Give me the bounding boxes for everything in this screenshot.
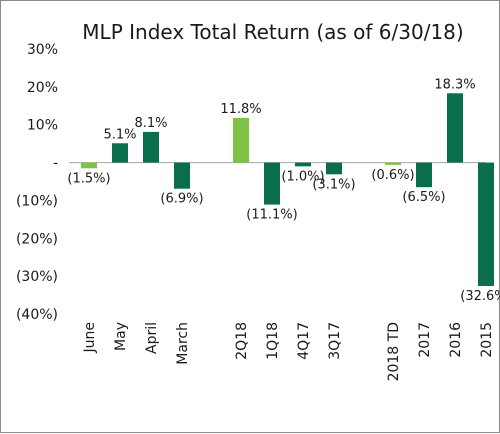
- data-label: 11.8%: [220, 102, 261, 117]
- data-label: (6.5%): [402, 190, 445, 205]
- category-label: 2018 TD: [386, 322, 402, 381]
- y-axis-ticks: 30% 20% 10% - (10%) (20%) (30%) (40%): [16, 42, 58, 323]
- data-label: (1.0%): [281, 169, 324, 184]
- data-label: (32.6%): [460, 289, 500, 304]
- category-label: April: [144, 322, 160, 354]
- bar: [447, 93, 463, 163]
- data-label: 5.1%: [103, 127, 136, 142]
- category-labels: June May April March 2Q18 1Q18 4Q17 3Q17 2018 TD…: [82, 322, 495, 382]
- bar: [478, 162, 494, 286]
- chart-title: MLP Index Total Return (as of 6/30/18): [82, 20, 463, 44]
- category-label: 3Q17: [327, 322, 343, 360]
- data-label: (11.1%): [246, 208, 297, 223]
- data-label: (0.6%): [371, 168, 414, 183]
- bar: [143, 131, 159, 163]
- y-tick-label: 10%: [27, 118, 58, 134]
- data-label: (6.9%): [160, 192, 203, 207]
- bar: [81, 162, 97, 169]
- category-label: May: [113, 322, 129, 351]
- bar: [112, 143, 128, 163]
- bar: [264, 162, 280, 205]
- category-label: 4Q17: [296, 322, 312, 360]
- data-label: (3.1%): [312, 177, 355, 192]
- category-label: 1Q18: [265, 322, 281, 360]
- y-tick-label: (40%): [16, 307, 58, 323]
- category-label: 2Q18: [234, 322, 250, 360]
- category-label: March: [175, 322, 191, 365]
- y-tick-label: (30%): [16, 269, 58, 285]
- bars: [81, 93, 494, 286]
- bar: [416, 162, 432, 188]
- bar: [174, 162, 190, 189]
- y-tick-label: -: [53, 156, 58, 172]
- data-labels: (1.5%)5.1%8.1%(6.9%)11.8%(11.1%)(1.0%)(3…: [67, 77, 500, 304]
- category-label: 2016: [448, 322, 464, 358]
- category-label: June: [82, 322, 98, 354]
- category-label: 2015: [479, 322, 495, 358]
- bar: [385, 162, 401, 165]
- y-tick-label: (10%): [16, 193, 58, 209]
- data-label: 8.1%: [134, 116, 167, 131]
- y-tick-label: 20%: [27, 80, 58, 96]
- bar: [295, 162, 311, 167]
- bar: [233, 117, 249, 163]
- data-label: (1.5%): [67, 171, 110, 186]
- category-label: 2017: [417, 322, 433, 358]
- y-tick-label: 30%: [27, 42, 58, 58]
- bar: [326, 162, 342, 175]
- data-label: 18.3%: [434, 77, 475, 92]
- y-tick-label: (20%): [16, 231, 58, 247]
